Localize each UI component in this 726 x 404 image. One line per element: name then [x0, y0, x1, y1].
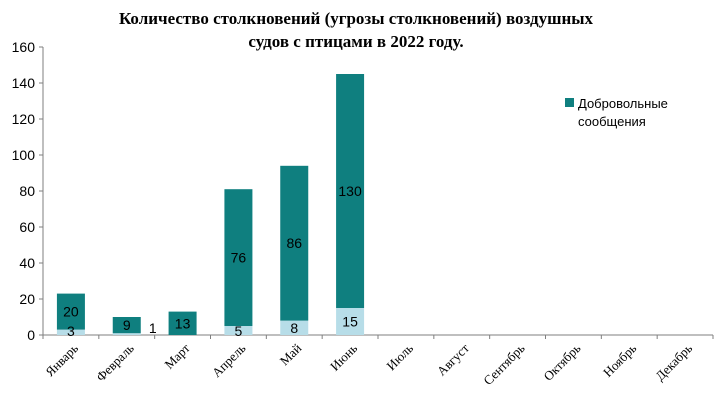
data-label-top: 20 — [63, 304, 79, 320]
data-label-base: 3 — [67, 323, 75, 339]
bar-segment-base — [224, 326, 253, 335]
data-label-base: 1 — [149, 320, 157, 336]
chart-title-line-2: судов с птицами в 2022 году. — [248, 32, 463, 51]
x-tick-label: Ноябрь — [600, 340, 639, 379]
bar-segment-base — [336, 308, 365, 335]
legend: Добровольные сообщения — [565, 96, 668, 129]
data-label-top: 76 — [231, 250, 247, 266]
x-tick-label: Март — [161, 340, 193, 372]
x-tick-label: Февраль — [93, 340, 137, 384]
legend-label-line-1: Добровольные — [578, 96, 668, 111]
bars — [56, 74, 365, 335]
chart-title-line-1: Количество столкновений (угрозы столкнов… — [119, 9, 594, 28]
y-tick-label: 20 — [19, 291, 35, 307]
x-tick-labels: Январь Февраль Март Апрель Май Июнь Июль Август… — [42, 340, 695, 388]
bar-segment-top — [112, 317, 141, 334]
bar-segment-top — [224, 189, 253, 326]
data-label-top: 13 — [175, 315, 191, 331]
data-label-base: 8 — [290, 320, 298, 336]
data-label-top: 9 — [123, 317, 131, 333]
data-label-top: 86 — [286, 235, 302, 251]
x-tick-label: Август — [434, 340, 472, 378]
legend-label-line-2: сообщения — [578, 114, 646, 129]
bar-segment-base — [112, 333, 141, 335]
y-tick-label: 60 — [19, 219, 35, 235]
bar-segment-top — [280, 165, 309, 321]
x-tick-label: Июнь — [327, 340, 360, 373]
y-tick-label: 0 — [27, 327, 35, 343]
y-tick-label: 160 — [12, 39, 36, 55]
x-tick-label: Октябрь — [540, 340, 583, 383]
y-tick-label: 100 — [12, 147, 36, 163]
bar-segment-top — [168, 311, 197, 335]
bar-segment-top — [336, 74, 365, 308]
data-label-base: 5 — [235, 323, 243, 339]
bar-segment-base — [56, 329, 85, 335]
data-labels: 3 20 1 9 13 5 76 8 86 15 130 — [63, 183, 362, 339]
x-tick-label: Январь — [42, 340, 81, 379]
x-tick-label: Декабрь — [652, 340, 695, 383]
y-tick-label: 80 — [19, 183, 35, 199]
x-tick-label: Май — [277, 340, 305, 368]
x-tick-label: Апрель — [209, 340, 249, 380]
legend-swatch — [565, 98, 574, 107]
bar-segment-base — [280, 320, 309, 335]
bar-segment-top — [56, 293, 85, 330]
y-tick-label: 40 — [19, 255, 35, 271]
data-label-base: 15 — [342, 314, 358, 330]
data-label-top: 130 — [338, 183, 362, 199]
y-tick-label: 120 — [12, 111, 36, 127]
y-tick-label: 140 — [12, 75, 36, 91]
x-tick-label: Сентябрь — [480, 340, 527, 387]
x-tick-label: Июль — [383, 340, 416, 373]
